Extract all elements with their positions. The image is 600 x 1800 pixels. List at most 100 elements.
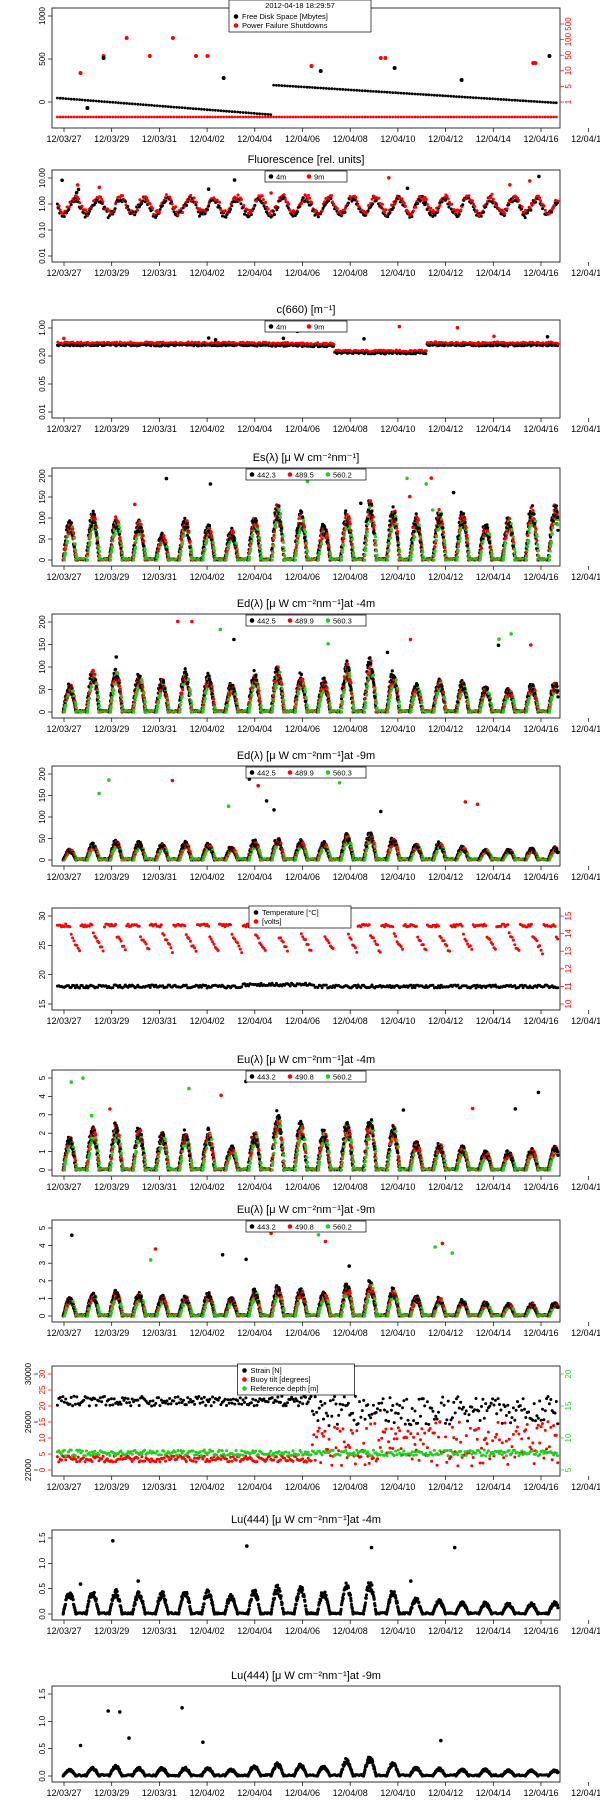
- data-points: [55, 174, 560, 220]
- data-point: [143, 200, 147, 204]
- data-point: [358, 89, 361, 92]
- data-point: [358, 115, 361, 119]
- data-point: [126, 205, 130, 208]
- data-point: [231, 530, 236, 534]
- data-point: [534, 200, 538, 204]
- plot-frame: [51, 169, 561, 263]
- data-point: [264, 200, 268, 204]
- data-point: [78, 115, 81, 119]
- data-point: [466, 115, 469, 119]
- x-tick-label: 12/04/04: [237, 424, 272, 434]
- data-point: [239, 202, 243, 206]
- data-point: [130, 115, 134, 119]
- data-point: [233, 115, 237, 119]
- data-point: [405, 186, 410, 191]
- data-point: [505, 115, 508, 119]
- data-point: [250, 539, 254, 543]
- legend: 4m 9m: [264, 320, 348, 333]
- y-tick-label: 0.10: [38, 222, 47, 238]
- legend-label: Free Disk Space [Mbytes]: [242, 12, 328, 21]
- data-point: [385, 115, 389, 119]
- data-point: [496, 97, 500, 101]
- data-point: [111, 115, 115, 119]
- data-point: [255, 112, 259, 115]
- data-point: [230, 115, 234, 119]
- data-point: [347, 516, 351, 521]
- data-point: [83, 115, 87, 119]
- data-point: [96, 536, 100, 540]
- data-point: [262, 204, 266, 208]
- data-point: [219, 115, 223, 119]
- data-point: [78, 201, 82, 205]
- data-point: [202, 108, 206, 111]
- data-point: [110, 549, 114, 553]
- data-point: [177, 106, 181, 109]
- data-point: [194, 54, 198, 58]
- data-point: [299, 85, 303, 89]
- data-point: [488, 115, 492, 119]
- data-point: [432, 558, 436, 562]
- data-point: [508, 183, 512, 187]
- data-point: [269, 191, 273, 195]
- data-point: [206, 208, 209, 212]
- data-point: [333, 87, 336, 91]
- data-point: [308, 115, 311, 119]
- data-point: [369, 502, 374, 506]
- data-point: [363, 115, 367, 119]
- data-point: [280, 84, 284, 87]
- data-point: [230, 110, 234, 113]
- data-point: [166, 115, 170, 119]
- data-point: [364, 543, 368, 547]
- legend-marker: [233, 14, 239, 19]
- data-point: [372, 523, 376, 527]
- data-point: [377, 196, 381, 200]
- data-point: [527, 531, 532, 535]
- data-point: [538, 115, 542, 119]
- data-point: [377, 90, 381, 94]
- data-point: [532, 512, 536, 516]
- data-point: [408, 92, 411, 95]
- data-point: [217, 204, 221, 208]
- data-point: [341, 543, 346, 548]
- data-point: [499, 115, 503, 119]
- data-point: [259, 547, 263, 551]
- data-point: [457, 212, 461, 216]
- data-point: [354, 195, 358, 199]
- data-point: [216, 115, 220, 119]
- data-point: [294, 85, 298, 88]
- data-point: [527, 99, 530, 103]
- data-point: [545, 335, 550, 339]
- data-point: [386, 555, 390, 559]
- data-point: [258, 543, 262, 547]
- data-point: [75, 115, 79, 119]
- data-point: [491, 197, 495, 201]
- data-point: [134, 540, 138, 544]
- data-point: [308, 85, 311, 89]
- legend: 4m 9m: [264, 170, 348, 183]
- data-point: [507, 202, 511, 206]
- data-point: [316, 86, 320, 90]
- data-point: [158, 208, 162, 211]
- data-point: [433, 340, 438, 344]
- data-point: [502, 98, 506, 101]
- data-point: [211, 115, 215, 119]
- data-point: [365, 539, 369, 543]
- data-point: [417, 526, 421, 530]
- data-point: [288, 84, 292, 88]
- x-tick-label: 12/04/08: [333, 424, 368, 434]
- chart-panel-2: 12/03/27 12/03/29 12/03/31 12/04/02 12/04/04…: [38, 154, 600, 278]
- data-point: [410, 541, 414, 545]
- data-point: [100, 100, 104, 103]
- data-point: [245, 208, 249, 212]
- data-point: [252, 115, 256, 119]
- data-point: [186, 115, 190, 119]
- data-point: [505, 98, 508, 102]
- data-point: [141, 199, 145, 203]
- data-point: [299, 510, 304, 514]
- y-tick-label: 0.01: [38, 404, 47, 420]
- data-point: [208, 108, 212, 112]
- data-point: [299, 115, 303, 119]
- data-point: [327, 87, 331, 90]
- data-point: [537, 174, 541, 179]
- data-point: [259, 551, 263, 555]
